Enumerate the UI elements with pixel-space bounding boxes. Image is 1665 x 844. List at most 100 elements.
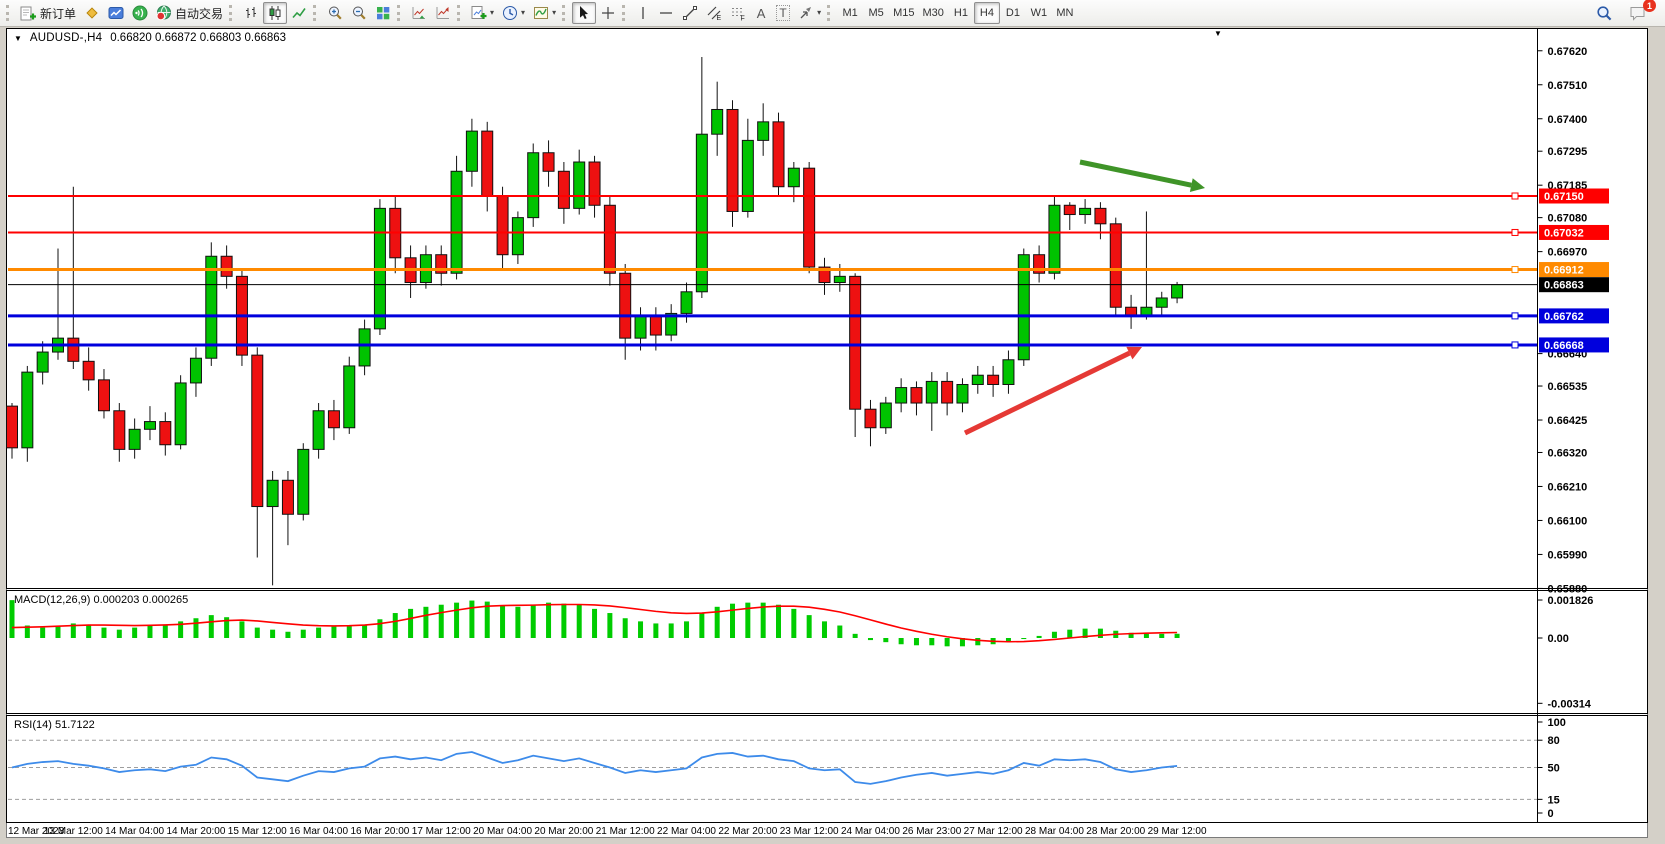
candle-body [312, 410, 325, 450]
zoom-in-icon [329, 6, 342, 20]
auto-scroll-button[interactable] [407, 2, 431, 24]
candlestick-chart-button[interactable] [263, 2, 288, 24]
macd-histogram-bar [224, 617, 230, 638]
timeframe-button-m1[interactable]: M1 [842, 7, 858, 19]
macd-histogram-bar [101, 627, 107, 638]
line-handle[interactable] [1511, 341, 1519, 349]
macd-histogram-bar [1067, 629, 1073, 638]
fibonacci-tool-button[interactable]: F [726, 2, 750, 24]
text-label-tool-button[interactable]: T [772, 2, 794, 24]
candle-body [925, 380, 938, 404]
macd-histogram-bar [592, 608, 598, 638]
candle [281, 471, 294, 546]
macd-histogram-bar [530, 604, 536, 638]
text-tool-button[interactable]: A [750, 2, 772, 24]
indicators-button[interactable]: ▾ [529, 2, 560, 24]
autotrading-button[interactable]: 自动交易 [152, 2, 227, 24]
rsi-tick-label: 15 [1548, 794, 1560, 806]
arrows-shapes-icon [800, 7, 812, 19]
price-pane[interactable] [6, 28, 1648, 589]
channel-tool-button[interactable]: E [702, 2, 726, 24]
crosshair-button[interactable] [596, 2, 620, 24]
periods-button[interactable]: ▾ [498, 2, 529, 24]
time-label: 20 Mar 20:00 [534, 826, 593, 837]
zoom-in-button[interactable] [323, 2, 347, 24]
chart-canvas[interactable]: 0.676200.675100.674000.672950.671850.670… [6, 28, 1648, 838]
candle [956, 378, 969, 413]
line-handle[interactable] [1511, 312, 1519, 320]
indicators-icon [534, 7, 549, 19]
red-arrow[interactable] [963, 346, 1142, 436]
toolbar-grip [313, 5, 319, 21]
bar-chart-button[interactable] [239, 2, 263, 24]
macd-histogram-bar [821, 621, 827, 638]
candle-body [281, 479, 294, 515]
market-watch-button[interactable] [104, 2, 128, 24]
macd-histogram-bar [285, 631, 291, 638]
chart-shift-button[interactable] [431, 2, 455, 24]
candle-body [67, 337, 80, 362]
candle [987, 365, 1000, 397]
line-handle[interactable] [1511, 228, 1519, 236]
price-tag-label: 0.66668 [1544, 340, 1584, 352]
timeframe-button-mn[interactable]: MN [1056, 7, 1074, 19]
gold-diamond-button[interactable] [80, 2, 104, 24]
candle [450, 155, 463, 280]
macd-histogram-bar [24, 625, 30, 638]
rsi-tick-label: 0 [1548, 808, 1554, 820]
rsi-indicator-label: RSI(14) 51.7122 [14, 719, 95, 731]
candle-body [726, 108, 739, 212]
chart-expand-triangle-icon[interactable]: ▼ [1214, 29, 1222, 38]
timeframe-button-m30[interactable]: M30 [922, 7, 944, 19]
candle [97, 369, 110, 419]
candle-body [649, 316, 662, 336]
new-chart-button[interactable]: ▾ [467, 2, 498, 24]
line-handle[interactable] [1511, 192, 1519, 200]
candle-body [1155, 297, 1168, 308]
timeframe-button-m5[interactable]: M5 [868, 7, 884, 19]
vertical-line-tool-button[interactable] [632, 2, 654, 24]
price-tick-label: 0.66210 [1548, 481, 1588, 493]
line-chart-button[interactable] [287, 2, 311, 24]
macd-histogram-bar [913, 638, 919, 646]
time-label: 24 Mar 04:00 [841, 826, 900, 837]
macd-histogram-bar [622, 618, 628, 638]
green-arrow[interactable] [1079, 159, 1205, 193]
cursor-icon [580, 6, 589, 19]
horizontal-line-tool-button[interactable] [654, 2, 678, 24]
macd-histogram-bar [178, 621, 184, 638]
macd-histogram-bar [1143, 633, 1149, 638]
chart-symbol-period: AUDUSD-,H4 [29, 32, 103, 44]
candle [726, 100, 739, 227]
timeframe-button-h4[interactable]: H4 [973, 2, 1000, 24]
candle [895, 378, 908, 413]
candle-body [695, 133, 708, 293]
timeframe-button-h1[interactable]: H1 [953, 7, 968, 19]
trendline-tool-button[interactable] [678, 2, 702, 24]
shapes-tool-button[interactable]: ▾ [794, 2, 825, 24]
tile-windows-button[interactable] [371, 2, 395, 24]
macd-histogram-bar [362, 624, 368, 638]
price-tick-label: 0.65880 [1548, 583, 1588, 595]
notifications-button[interactable]: 1 [1625, 0, 1656, 24]
macd-histogram-bar [392, 613, 398, 638]
timeframe-button-d1[interactable]: D1 [1005, 7, 1020, 19]
candle-body [971, 374, 984, 385]
candle [1033, 245, 1046, 283]
macd-histogram-bar [1051, 631, 1057, 638]
signals-button[interactable] [128, 2, 152, 24]
search-button[interactable] [1592, 2, 1617, 24]
candle-body [680, 291, 693, 314]
macd-pane[interactable] [6, 590, 1648, 714]
timeframe-button-w1[interactable]: W1 [1030, 7, 1048, 19]
candle [465, 118, 478, 187]
cursor-button[interactable] [572, 2, 597, 24]
line-handle[interactable] [1511, 266, 1519, 274]
zoom-out-button[interactable] [347, 2, 371, 24]
timeframe-button-m15[interactable]: M15 [893, 7, 915, 19]
chart-title-marker-icon: ▼ [14, 33, 22, 43]
rsi-pane[interactable] [6, 715, 1648, 823]
candle [1048, 196, 1061, 280]
new-order-button[interactable]: 新订单 [16, 2, 80, 24]
time-label: 17 Mar 12:00 [412, 826, 471, 837]
